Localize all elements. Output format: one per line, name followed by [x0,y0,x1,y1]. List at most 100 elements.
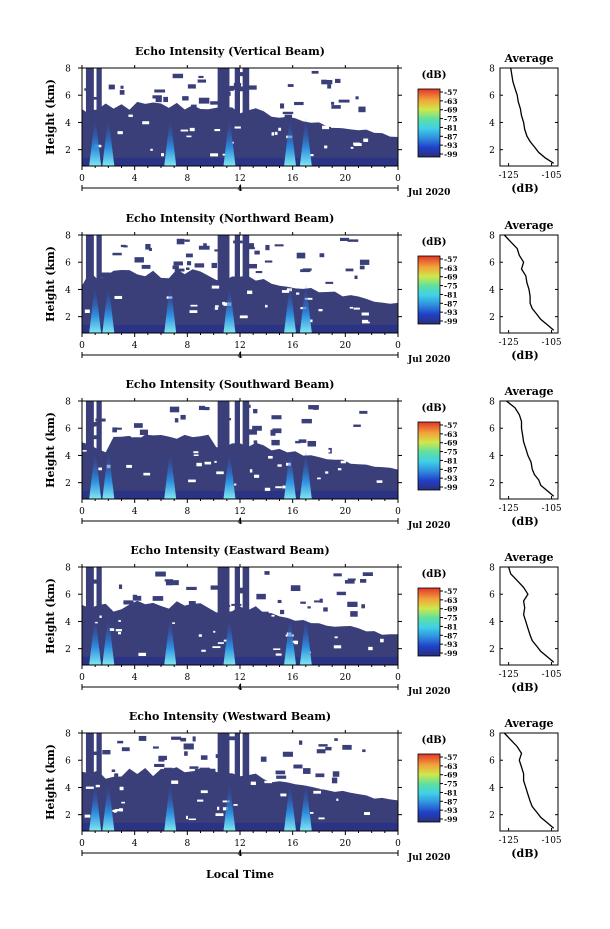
echo-patch [104,280,115,283]
missing-gap [85,786,94,789]
echo-plume [299,282,312,333]
profile-y-tick-label: 2 [489,645,495,655]
echo-patch [130,275,135,279]
echo-patch [350,611,358,617]
colorbar-tick-label: -57 [444,255,458,264]
x-tick-label: 20 [340,673,352,683]
missing-gap [318,817,325,820]
echo-plume [164,614,177,665]
missing-gap [361,312,369,316]
echo-patch [331,105,341,109]
missing-gap [210,153,219,157]
echo-patch [360,579,367,583]
heatmap-title: Echo Intensity (Westward Beam) [129,710,331,723]
echo-patch [274,244,284,247]
colorbar [417,587,441,657]
colorbar-tick-label: -93 [444,474,458,483]
echo-plume [164,780,177,831]
echo-column [96,401,102,499]
missing-gap [233,804,238,806]
echo-column [85,401,94,499]
echo-patch [233,82,242,88]
echo-patch [197,447,202,451]
profile-line [510,67,555,164]
echo-patch [206,115,213,121]
profile-title: Average [503,385,553,398]
x-tick-label: 4 [132,507,138,517]
echo-patch [145,243,151,250]
missing-gap [200,790,208,794]
missing-gap [363,138,369,142]
echo-patch [121,747,130,752]
x-tick-label: 0 [395,174,401,184]
missing-gap [357,284,362,288]
missing-gap [84,814,91,818]
echo-patch [120,85,124,89]
echo-patch [231,603,242,606]
echo-patch [323,607,328,612]
colorbar-tick-label: -87 [444,465,458,474]
colorbar-tick-label: -81 [444,622,458,631]
echo-patch [307,606,311,609]
missing-gap [357,122,361,125]
profile-y-tick-label: 2 [489,479,495,489]
colorbar-tick-label: -63 [444,430,458,439]
echo-patch [362,572,373,577]
x-tick-label: 16 [287,839,299,849]
date-label: Jul 2020 [407,521,450,531]
x-tick-label: 0 [79,174,85,184]
missing-gap [310,812,314,814]
x-tick-label: 16 [287,174,299,184]
echo-patch [182,96,189,101]
colorbar-tick-label: -57 [444,421,458,430]
echo-patch [162,446,173,449]
x-tick-label: 16 [287,341,299,351]
missing-gap [214,128,221,132]
profile-frame [499,67,559,167]
profile-y-tick-label: 6 [489,92,495,102]
echo-patch [132,613,136,619]
echo-patch [314,600,323,603]
echo-patch [280,609,285,615]
x-tick-label: 12 [234,507,245,517]
echo-patch [264,571,270,575]
profile-frame [499,566,559,666]
missing-gap [308,319,313,323]
echo-patch [287,84,294,87]
profile-x-tick-label: -105 [541,670,561,680]
echo-patch [172,73,184,79]
echo-patch [175,775,179,782]
echo-patch [293,764,303,769]
echo-patch [302,268,312,271]
echo-patch [180,414,186,420]
x-tick-label: 16 [287,507,299,517]
missing-gap [214,460,217,463]
echo-patch [185,267,190,270]
missing-gap [304,297,313,300]
missing-gap [204,461,212,465]
echo-patch [353,424,361,427]
ground-band [82,490,398,499]
missing-gap [364,812,371,816]
heatmap-area [82,235,398,333]
colorbar-tick-label: -75 [444,282,458,291]
missing-gap [374,787,377,791]
missing-gap [353,142,360,146]
echo-patch [186,586,197,591]
missing-gap [115,808,123,812]
echo-plume [89,115,102,166]
echo-patch [84,88,91,91]
echo-column [242,235,250,333]
echo-patch [123,245,128,248]
y-tick-label: 8 [65,730,71,740]
echo-patch [229,445,240,449]
y-tick-label: 6 [65,425,71,435]
echo-patch [138,735,147,741]
echo-column [242,567,250,665]
missing-gap [82,450,87,452]
y-tick-label: 4 [65,119,71,129]
missing-gap [275,486,282,489]
profile-x-tick-label: -105 [541,836,561,846]
echo-patch [270,429,276,436]
echo-patch [189,766,199,769]
